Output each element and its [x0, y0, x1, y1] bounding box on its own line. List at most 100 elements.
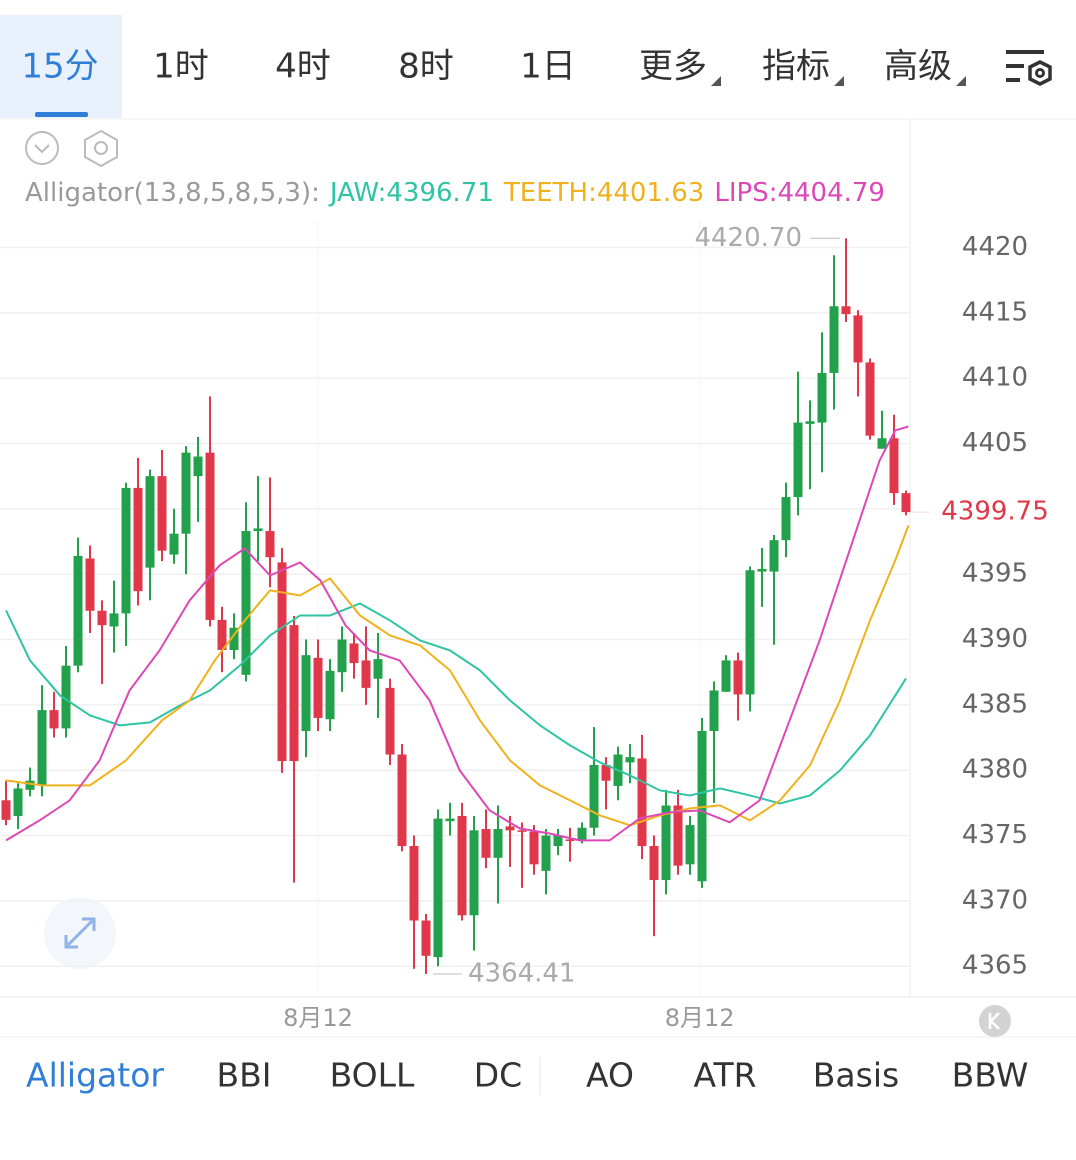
candle-body [889, 438, 899, 494]
candle-body [373, 659, 383, 679]
candle-body [829, 306, 839, 373]
candle-body [325, 670, 335, 720]
indicator-tab[interactable]: AO [586, 1056, 634, 1095]
indicator-tab[interactable]: Basis [813, 1056, 899, 1095]
y-tick-label: 4405 [962, 428, 1028, 458]
candle-body [589, 764, 599, 828]
last-price-bg [930, 494, 1076, 531]
candle-body [385, 687, 395, 755]
candle-body [409, 846, 419, 921]
y-tick-label: 4415 [962, 297, 1028, 327]
max-label: 4420.70 [694, 223, 802, 253]
min-label: 4364.41 [468, 958, 576, 988]
indicator-tab[interactable]: BBI [216, 1056, 271, 1095]
candle-body [85, 558, 95, 611]
candle-body [97, 610, 107, 626]
dropdown-caret [956, 76, 966, 86]
indicator-tab[interactable]: BBW [952, 1056, 1029, 1095]
collapse-icon[interactable] [25, 131, 59, 165]
candle-body [745, 570, 755, 695]
candle-body [493, 829, 503, 858]
timeframe-tab[interactable]: 1时 [153, 47, 209, 87]
timeframe-tab[interactable]: 1日 [520, 47, 576, 87]
indicator-tab[interactable]: ATR [693, 1056, 756, 1095]
alligator-line [5, 525, 910, 827]
menu-tab[interactable]: 高级 [884, 47, 952, 87]
active-tab-bg [0, 15, 122, 118]
settings-hex-icon[interactable] [84, 129, 118, 168]
indicator-tab[interactable]: DC [474, 1056, 522, 1095]
candle-body [145, 476, 155, 568]
candle-body [853, 315, 863, 363]
candle-body [469, 830, 479, 916]
candle-body [625, 757, 635, 763]
x-tick-label: 8月12 [283, 1004, 353, 1032]
indicator-tab[interactable]: Alligator [26, 1056, 164, 1095]
candle-body [901, 493, 911, 513]
candle-body [601, 764, 611, 781]
candle-body [61, 665, 71, 729]
candle-body [457, 815, 467, 916]
alligator-line [5, 425, 909, 842]
candle-body [841, 306, 851, 315]
candle-body [673, 805, 683, 866]
candle-body [769, 540, 779, 572]
candle-body [289, 625, 299, 762]
candle-body [529, 831, 539, 865]
dropdown-caret [711, 76, 721, 86]
candle-body [1, 800, 11, 820]
candle-body [229, 627, 239, 650]
candle-body [133, 487, 143, 592]
settings-icon[interactable] [1006, 50, 1052, 86]
x-tick-label: 8月12 [665, 1004, 735, 1032]
candle-body [649, 846, 659, 880]
menu-tab[interactable]: 指标 [762, 47, 830, 87]
expand-button[interactable] [44, 897, 116, 969]
candle-body [181, 452, 191, 534]
y-tick-label: 4395 [962, 559, 1028, 589]
candle-body [49, 710, 59, 729]
active-tab-underline [35, 112, 88, 117]
y-tick-label: 4410 [962, 363, 1028, 393]
candle-body [217, 619, 227, 650]
legend-entry: JAW:4396.71 [328, 178, 494, 208]
candle-body [265, 531, 275, 558]
candle-body [433, 818, 443, 958]
candle-body [445, 818, 455, 822]
candle-body [709, 690, 719, 732]
candle-body [781, 497, 791, 541]
candle-body [865, 362, 875, 436]
candle-body [877, 438, 887, 449]
candle-body [637, 758, 647, 847]
candle-body [337, 639, 347, 673]
candle-body [109, 613, 119, 627]
y-tick-label: 4370 [962, 885, 1028, 915]
candle-body [73, 555, 83, 666]
candle-body [757, 568, 767, 572]
dropdown-caret [834, 76, 844, 86]
alligator-line [5, 602, 907, 805]
timeframe-tab[interactable]: 8时 [398, 47, 454, 87]
timeframe-tab[interactable]: 4时 [275, 47, 331, 87]
candle-body [37, 710, 47, 785]
menu-tab[interactable]: 更多 [639, 47, 707, 87]
candle-body [25, 780, 35, 790]
y-tick-label: 4390 [962, 624, 1028, 654]
candle-body [241, 531, 251, 675]
candle-body [565, 839, 575, 841]
y-tick-label: 4365 [962, 951, 1028, 981]
legend-entry: LIPS:4404.79 [714, 178, 885, 208]
candle-body [205, 452, 215, 620]
timeframe-tab[interactable]: 15分 [21, 47, 98, 87]
y-tick-label: 4380 [962, 755, 1028, 785]
indicator-tab[interactable]: BOLL [330, 1056, 415, 1095]
candle-body [793, 422, 803, 498]
candle-body [541, 835, 551, 871]
candle-body [157, 476, 167, 551]
candle-body [733, 660, 743, 695]
indicator-legend: Alligator(13,8,5,8,5,3): JAW:4396.71 TEETH… [25, 178, 885, 208]
candle-body [817, 372, 827, 423]
scroll-latest-button[interactable] [979, 1005, 1011, 1037]
indicator-label: Alligator(13,8,5,8,5,3): [25, 178, 320, 208]
